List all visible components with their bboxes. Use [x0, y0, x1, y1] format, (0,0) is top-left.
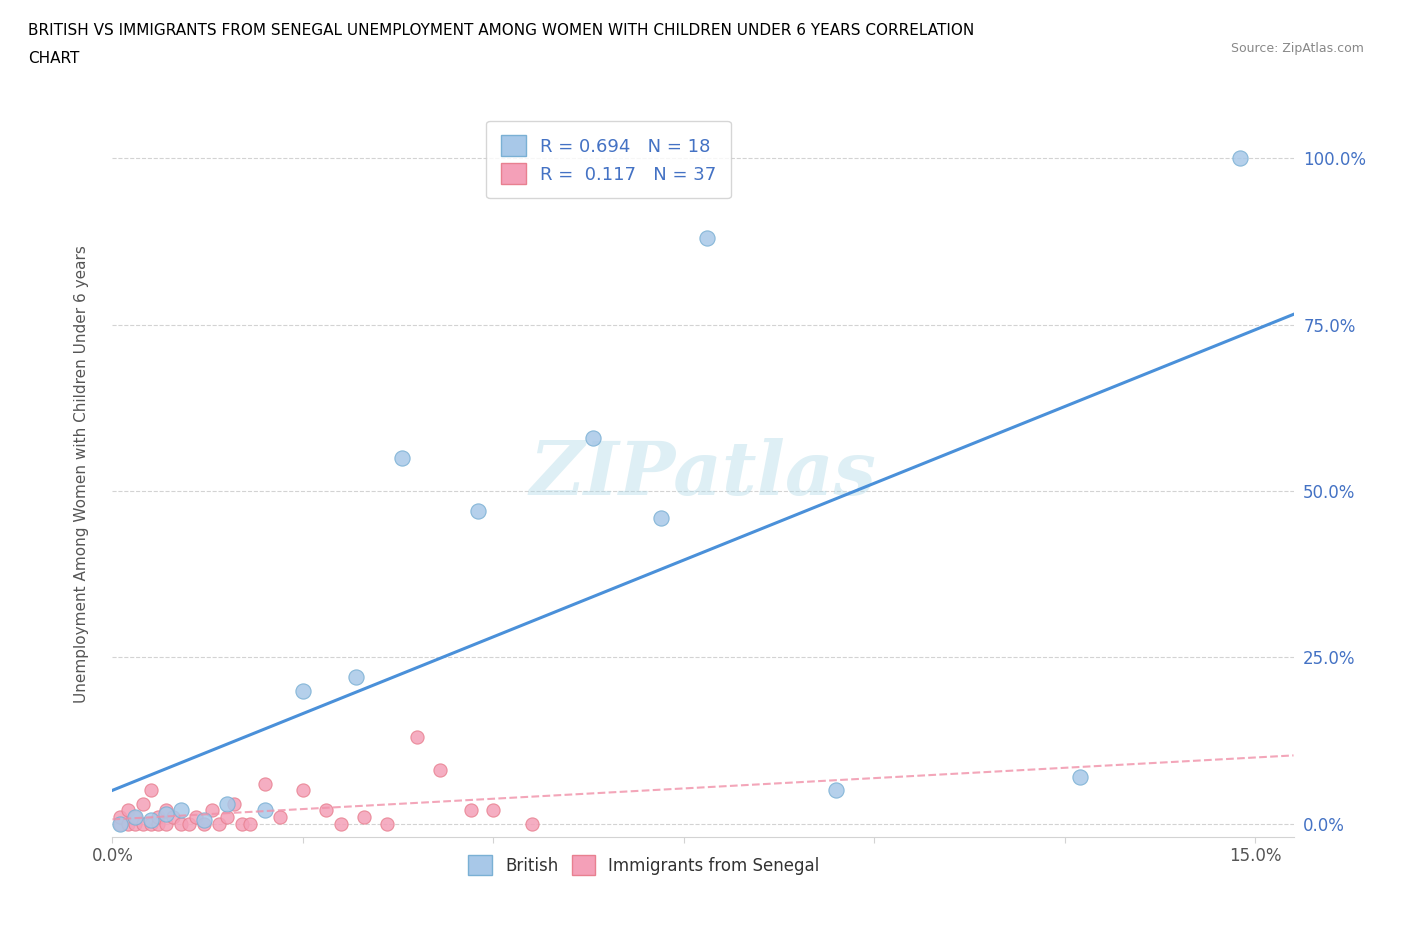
Point	[406, 730, 429, 745]
Point	[581, 431, 603, 445]
Point	[170, 817, 193, 831]
Point	[1069, 770, 1091, 785]
Point	[108, 817, 131, 831]
Point	[344, 670, 367, 684]
Point	[375, 817, 398, 831]
Point	[353, 810, 375, 825]
Point	[139, 783, 162, 798]
Point	[429, 763, 451, 777]
Point	[1229, 151, 1251, 166]
Point	[108, 810, 131, 825]
Text: ZIPatlas: ZIPatlas	[530, 438, 876, 511]
Point	[200, 803, 222, 817]
Point	[291, 783, 314, 798]
Point	[124, 817, 146, 831]
Point	[155, 806, 177, 821]
Point	[124, 810, 146, 825]
Point	[231, 817, 253, 831]
Point	[315, 803, 337, 817]
Point	[239, 817, 262, 831]
Point	[224, 796, 246, 811]
Point	[391, 450, 413, 465]
Point	[139, 817, 162, 831]
Point	[215, 796, 238, 811]
Point	[162, 810, 184, 825]
Point	[269, 810, 291, 825]
Point	[696, 231, 718, 246]
Point	[148, 817, 170, 831]
Point	[650, 511, 672, 525]
Point	[155, 803, 177, 817]
Point	[177, 817, 200, 831]
Point	[825, 783, 848, 798]
Point	[467, 503, 489, 518]
Point	[253, 777, 276, 791]
Point	[253, 803, 276, 817]
Point	[117, 803, 139, 817]
Y-axis label: Unemployment Among Women with Children Under 6 years: Unemployment Among Women with Children U…	[75, 246, 89, 703]
Point	[186, 810, 208, 825]
Point	[208, 817, 231, 831]
Point	[117, 817, 139, 831]
Point	[139, 813, 162, 828]
Point	[155, 817, 177, 831]
Point	[330, 817, 353, 831]
Point	[170, 803, 193, 817]
Point	[520, 817, 543, 831]
Text: Source: ZipAtlas.com: Source: ZipAtlas.com	[1230, 42, 1364, 55]
Text: BRITISH VS IMMIGRANTS FROM SENEGAL UNEMPLOYMENT AMONG WOMEN WITH CHILDREN UNDER : BRITISH VS IMMIGRANTS FROM SENEGAL UNEMP…	[28, 23, 974, 38]
Point	[193, 817, 215, 831]
Legend: British, Immigrants from Senegal: British, Immigrants from Senegal	[460, 847, 828, 884]
Point	[108, 817, 131, 831]
Text: CHART: CHART	[28, 51, 80, 66]
Point	[124, 810, 146, 825]
Point	[215, 810, 238, 825]
Point	[482, 803, 505, 817]
Point	[193, 813, 215, 828]
Point	[132, 796, 155, 811]
Point	[460, 803, 482, 817]
Point	[148, 810, 170, 825]
Point	[132, 817, 155, 831]
Point	[291, 684, 314, 698]
